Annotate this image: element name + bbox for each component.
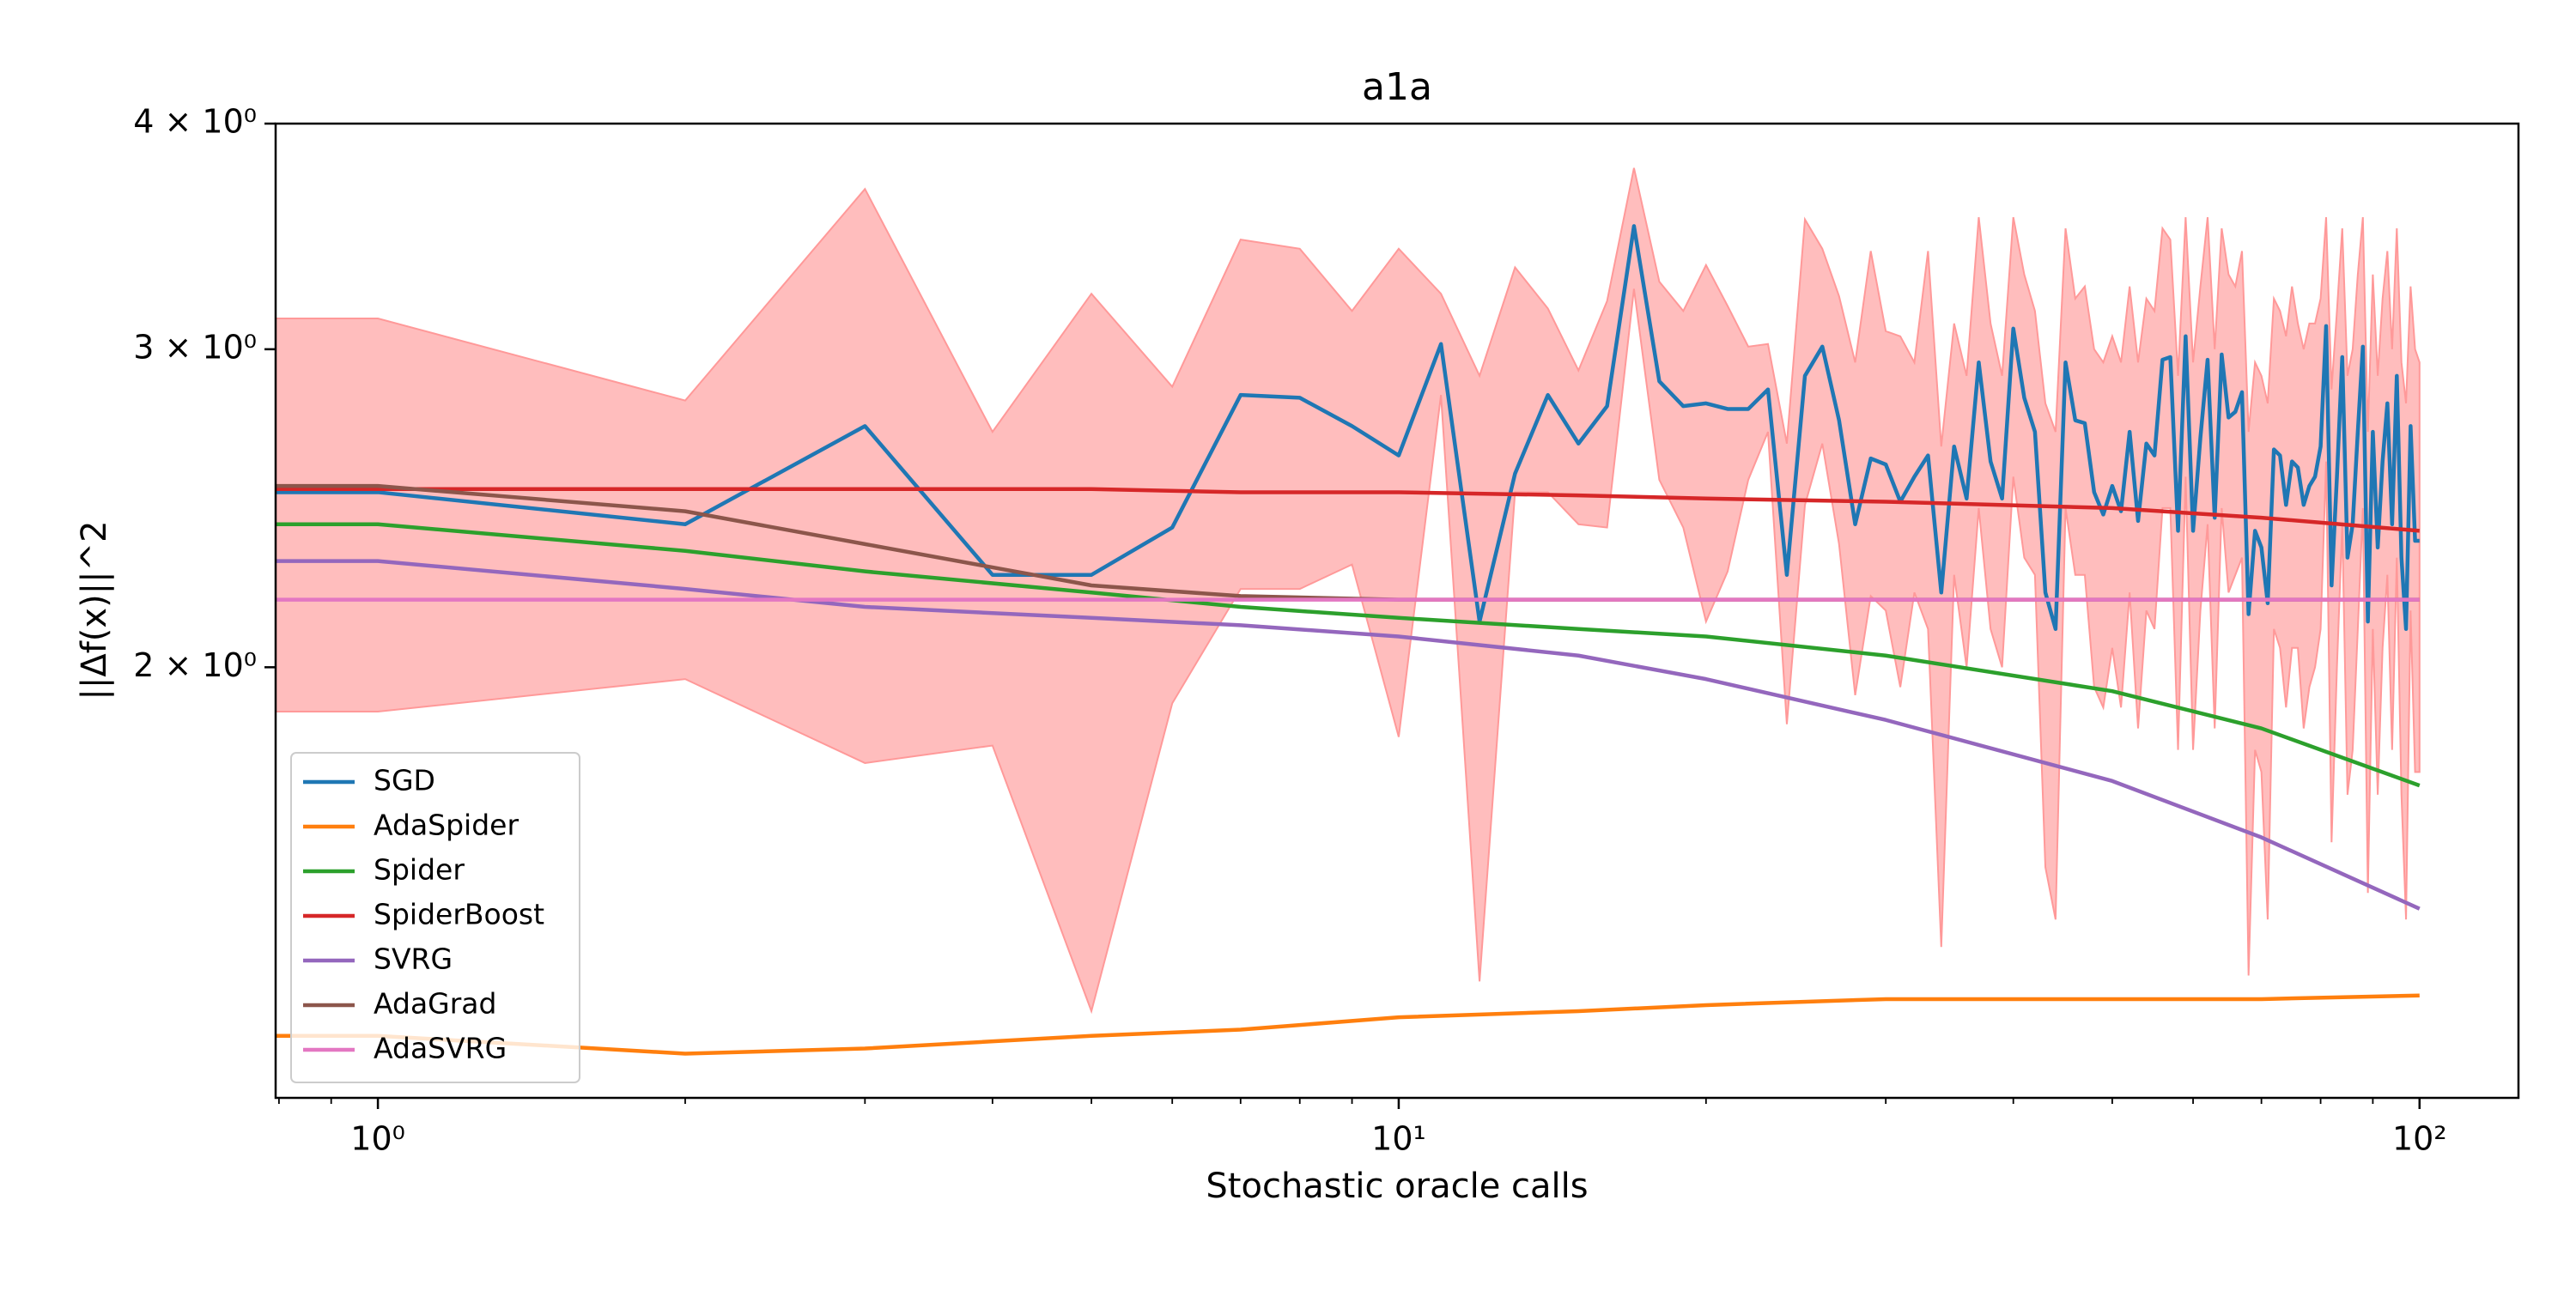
axes-frame: [274, 122, 2520, 1100]
legend-label: SGD: [374, 764, 435, 797]
y-tick-label: 2 × 10⁰: [133, 646, 257, 684]
series-line: [276, 522, 2421, 788]
legend-label: AdaSVRG: [374, 1032, 507, 1065]
x-axis-label: Stochastic oracle calls: [1206, 1167, 1588, 1206]
plot-area: [276, 167, 2421, 1056]
std-band: [276, 167, 2421, 1015]
y-tick-label: 3 × 10⁰: [133, 328, 257, 366]
series-line: [276, 993, 2420, 1056]
y-axis-label: ||Δf(x)||^2: [75, 520, 114, 700]
axes: 10⁰ 10¹ 10² 2 × 10⁰ 3 × 10⁰ 4 × 10⁰: [133, 103, 2446, 1158]
x-tick-label: 10²: [2392, 1120, 2447, 1158]
x-tick-label: 10⁰: [350, 1120, 405, 1158]
series-line: [276, 487, 2420, 533]
legend-label: SVRG: [374, 942, 453, 976]
legend-label: AdaSpider: [374, 809, 519, 842]
series-line: [276, 224, 2420, 632]
legend-label: Spider: [374, 853, 465, 887]
series-line: [276, 559, 2421, 911]
y-tick-label: 4 × 10⁰: [133, 103, 257, 141]
chart-title: a1a: [1362, 65, 1432, 109]
legend-box: [290, 752, 580, 1083]
legend-label: AdaGrad: [374, 987, 496, 1021]
x-tick-label: 10¹: [1371, 1120, 1426, 1158]
legend: SGD AdaSpider Spider SpiderBoost SVRG AdaGrad…: [290, 752, 580, 1083]
legend-label: SpiderBoost: [374, 898, 544, 931]
